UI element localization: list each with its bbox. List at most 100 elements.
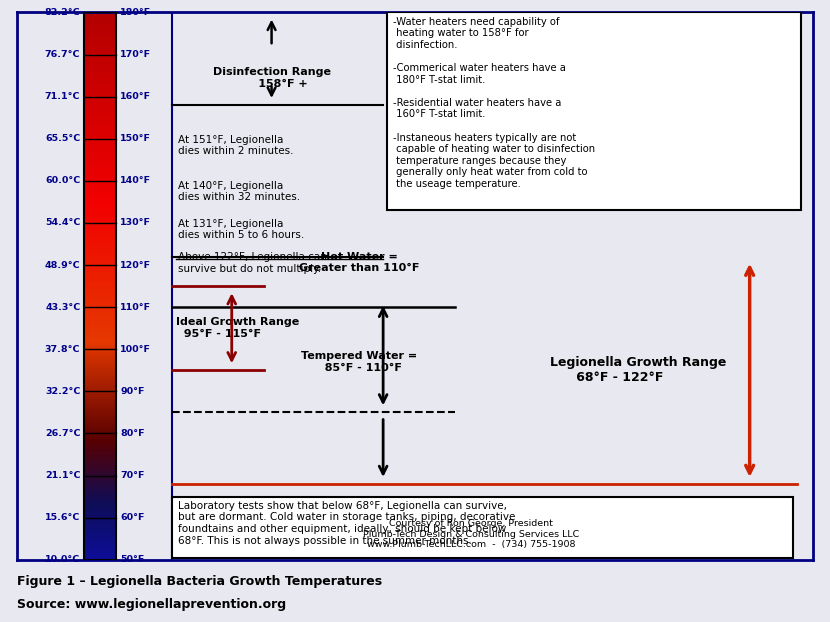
- Text: 43.3°C: 43.3°C: [45, 303, 81, 312]
- Bar: [85, 160, 116, 162]
- Bar: [85, 421, 116, 423]
- Bar: [85, 542, 116, 544]
- Bar: [85, 552, 116, 554]
- Text: Ideal Growth Range
  95°F - 115°F: Ideal Growth Range 95°F - 115°F: [176, 317, 299, 339]
- Bar: [85, 462, 116, 463]
- Bar: [85, 544, 116, 545]
- Text: 60°F: 60°F: [120, 513, 144, 522]
- Bar: [85, 114, 116, 116]
- Bar: [85, 202, 116, 204]
- Bar: [85, 419, 116, 421]
- Bar: [85, 40, 116, 42]
- Bar: [85, 53, 116, 54]
- Bar: [85, 230, 116, 231]
- Bar: [85, 558, 116, 560]
- Text: 26.7°C: 26.7°C: [45, 429, 81, 438]
- Bar: [85, 494, 116, 496]
- Bar: [85, 182, 116, 184]
- Bar: [85, 175, 116, 177]
- Bar: [85, 290, 116, 292]
- Bar: [85, 63, 116, 65]
- Bar: [85, 116, 116, 118]
- Bar: [85, 151, 116, 153]
- Text: Figure 1 – Legionella Bacteria Growth Temperatures: Figure 1 – Legionella Bacteria Growth Te…: [17, 575, 382, 588]
- Bar: [85, 235, 116, 237]
- Bar: [85, 136, 116, 138]
- Bar: [85, 30, 116, 32]
- Bar: [85, 328, 116, 330]
- Bar: [85, 300, 116, 302]
- Bar: [85, 164, 116, 165]
- Bar: [85, 302, 116, 304]
- Bar: [85, 124, 116, 126]
- Bar: [85, 531, 116, 532]
- Bar: [85, 436, 116, 437]
- Bar: [85, 288, 116, 290]
- Bar: [85, 379, 116, 381]
- Text: At 151°F, Legionella
dies within 2 minutes.: At 151°F, Legionella dies within 2 minut…: [178, 134, 294, 156]
- Text: At 140°F, Legionella
dies within 32 minutes.: At 140°F, Legionella dies within 32 minu…: [178, 181, 300, 202]
- Bar: [85, 282, 116, 284]
- Bar: [85, 109, 116, 111]
- Bar: [85, 153, 116, 155]
- Bar: [85, 554, 116, 556]
- Bar: [85, 527, 116, 529]
- Bar: [85, 131, 116, 133]
- Bar: [85, 292, 116, 294]
- Bar: [85, 397, 116, 399]
- Bar: [85, 159, 116, 160]
- Text: 170°F: 170°F: [120, 50, 151, 59]
- Bar: [85, 241, 116, 243]
- Bar: [85, 162, 116, 164]
- Bar: [85, 384, 116, 386]
- Bar: [85, 281, 116, 282]
- Bar: [85, 29, 116, 30]
- Bar: [85, 364, 116, 366]
- Bar: [85, 306, 116, 308]
- Bar: [85, 142, 116, 144]
- Bar: [85, 184, 116, 186]
- Text: Source: www.legionellaprevention.org: Source: www.legionellaprevention.org: [17, 598, 286, 611]
- Bar: [85, 327, 116, 328]
- Bar: [85, 83, 116, 85]
- Bar: [85, 169, 116, 171]
- Bar: [85, 315, 116, 317]
- Bar: [85, 485, 116, 487]
- Bar: [85, 319, 116, 321]
- Bar: [85, 499, 116, 501]
- Bar: [85, 388, 116, 390]
- Bar: [85, 177, 116, 179]
- Bar: [85, 505, 116, 507]
- Bar: [85, 480, 116, 481]
- Bar: [85, 208, 116, 210]
- Bar: [85, 47, 116, 49]
- Bar: [85, 12, 116, 14]
- Bar: [85, 519, 116, 521]
- Bar: [85, 339, 116, 341]
- Bar: [85, 556, 116, 558]
- Bar: [85, 102, 116, 104]
- Bar: [85, 231, 116, 233]
- Bar: [85, 468, 116, 470]
- Bar: [85, 376, 116, 378]
- Bar: [85, 348, 116, 350]
- Bar: [85, 456, 116, 458]
- Bar: [85, 550, 116, 552]
- Bar: [85, 36, 116, 38]
- Bar: [85, 255, 116, 257]
- Bar: [85, 352, 116, 354]
- Bar: [85, 491, 116, 492]
- Text: 120°F: 120°F: [120, 261, 151, 269]
- Bar: [85, 354, 116, 355]
- Bar: [85, 295, 116, 297]
- Text: 180°F: 180°F: [120, 8, 151, 17]
- Bar: [85, 12, 116, 560]
- Bar: [85, 126, 116, 128]
- Text: 15.6°C: 15.6°C: [45, 513, 81, 522]
- Bar: [85, 525, 116, 527]
- Text: 54.4°C: 54.4°C: [45, 218, 81, 228]
- Bar: [85, 350, 116, 352]
- Bar: [85, 540, 116, 542]
- Bar: [85, 49, 116, 51]
- Bar: [85, 180, 116, 182]
